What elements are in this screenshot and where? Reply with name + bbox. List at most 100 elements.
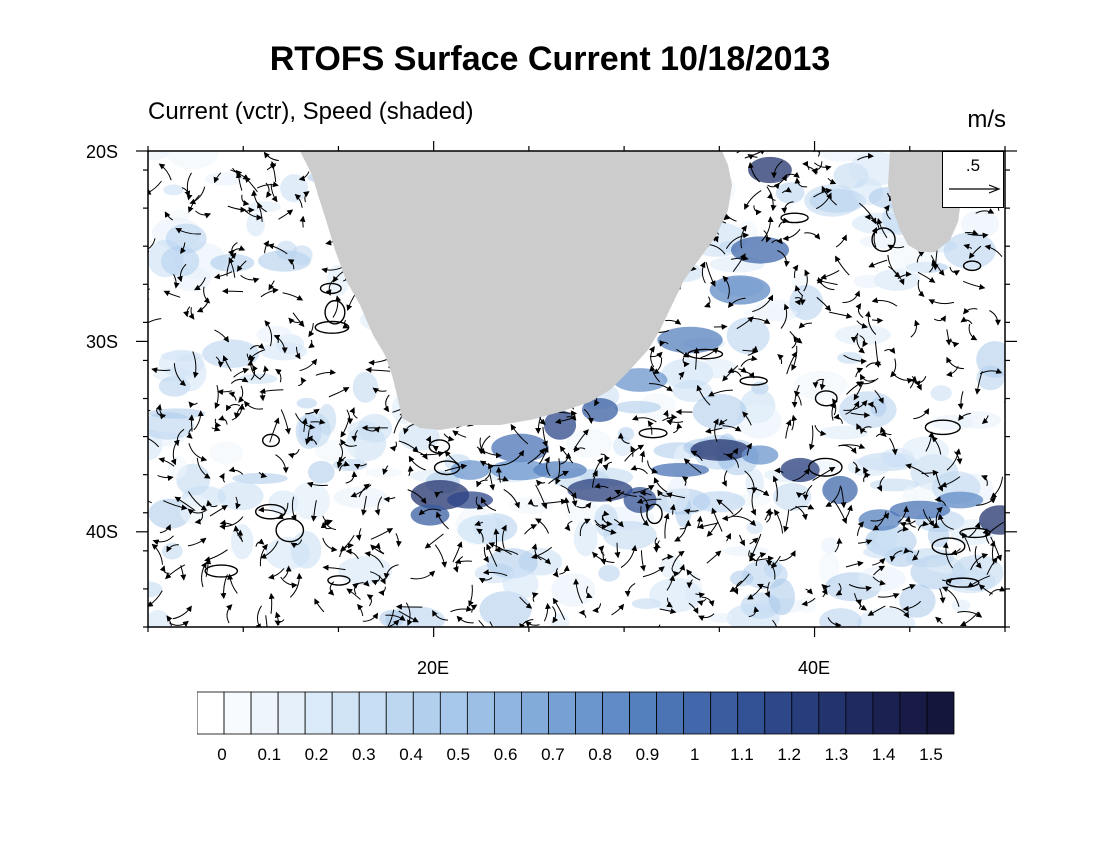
current-vector	[690, 450, 703, 462]
current-vector	[821, 585, 831, 596]
current-vector	[454, 558, 472, 565]
current-vector	[270, 161, 277, 183]
current-vector	[215, 356, 224, 368]
current-vector	[192, 351, 199, 379]
current-vector	[764, 581, 771, 598]
current-vector	[811, 161, 823, 174]
current-vector	[489, 621, 494, 627]
current-vector	[260, 541, 279, 559]
current-vector	[175, 228, 201, 235]
current-vector	[405, 602, 413, 627]
current-vector	[250, 364, 258, 381]
current-vector	[322, 564, 346, 571]
current-vector	[772, 475, 779, 502]
current-vector	[595, 523, 617, 535]
current-vector	[408, 455, 426, 471]
current-vector	[148, 318, 162, 324]
current-vector	[260, 287, 279, 298]
current-vector	[902, 600, 922, 612]
current-vector	[165, 564, 186, 580]
current-vector	[227, 205, 247, 213]
current-vector	[935, 471, 943, 492]
current-vector	[639, 489, 652, 496]
speed-patch	[775, 182, 805, 204]
current-vector	[665, 318, 682, 325]
current-vector	[264, 615, 271, 627]
current-vector	[640, 506, 650, 527]
current-vector	[848, 584, 872, 592]
current-vector	[736, 316, 754, 330]
current-vector	[164, 211, 174, 221]
speed-patch	[479, 591, 532, 627]
current-vector	[722, 365, 739, 382]
eddy-ring	[780, 212, 809, 224]
current-vector	[858, 202, 877, 225]
colorbar-swatch	[304, 691, 333, 735]
current-vector	[383, 394, 390, 413]
speed-patch	[598, 564, 620, 582]
current-vector	[744, 151, 766, 159]
current-vector	[749, 537, 759, 545]
current-vector	[958, 412, 971, 421]
current-vector	[683, 508, 699, 515]
current-vector	[779, 174, 788, 184]
current-vector	[686, 579, 693, 589]
current-vector	[395, 603, 423, 610]
current-vector	[766, 509, 774, 523]
speed-patch	[209, 441, 244, 465]
eddy-ring	[428, 439, 451, 454]
current-vector	[576, 502, 592, 509]
eddy-ring	[204, 564, 239, 578]
current-vector	[789, 330, 803, 344]
current-vector	[897, 525, 909, 533]
current-vector	[187, 491, 208, 511]
current-vector	[275, 454, 289, 474]
current-vector	[315, 369, 336, 376]
current-vector	[594, 482, 609, 489]
speed-patch	[168, 455, 187, 479]
current-vector	[899, 520, 916, 528]
current-vector	[666, 574, 676, 591]
current-vector	[905, 463, 929, 478]
current-vector	[935, 616, 943, 624]
speed-patch	[726, 317, 770, 355]
current-vector	[474, 520, 484, 527]
current-vector	[195, 210, 212, 219]
current-vector	[489, 474, 496, 491]
current-vector	[407, 465, 414, 477]
current-vector	[378, 586, 386, 596]
current-vector	[352, 582, 359, 595]
current-vector	[816, 278, 838, 286]
current-vector	[450, 605, 473, 613]
current-vector	[726, 453, 739, 468]
current-vector	[802, 484, 813, 501]
current-vector	[601, 510, 610, 521]
current-vector	[974, 546, 982, 569]
current-vector	[278, 209, 294, 220]
current-vector	[681, 476, 689, 486]
current-vector	[184, 172, 192, 197]
current-vector	[552, 597, 566, 621]
colorbar-label: 1.1	[730, 745, 754, 764]
current-vector	[763, 230, 772, 243]
current-vector	[782, 228, 801, 242]
current-vector	[308, 323, 315, 338]
current-vector	[859, 426, 872, 435]
current-vector	[158, 163, 172, 181]
colorbar-swatch	[791, 691, 820, 735]
axis-ticks	[136, 141, 1017, 637]
current-vector	[148, 238, 156, 253]
current-vector	[931, 436, 942, 455]
colorbar-swatch	[197, 691, 225, 735]
current-vector	[946, 448, 962, 471]
current-vector	[725, 532, 731, 542]
current-vector	[362, 612, 379, 622]
current-vector	[173, 273, 180, 289]
colorbar-label: 0.8	[588, 745, 612, 764]
current-vector	[990, 476, 1003, 499]
current-vector	[934, 496, 947, 506]
current-vector	[222, 288, 244, 295]
eddy-ring	[314, 320, 350, 334]
current-vector	[804, 232, 821, 240]
current-vector	[917, 279, 925, 297]
